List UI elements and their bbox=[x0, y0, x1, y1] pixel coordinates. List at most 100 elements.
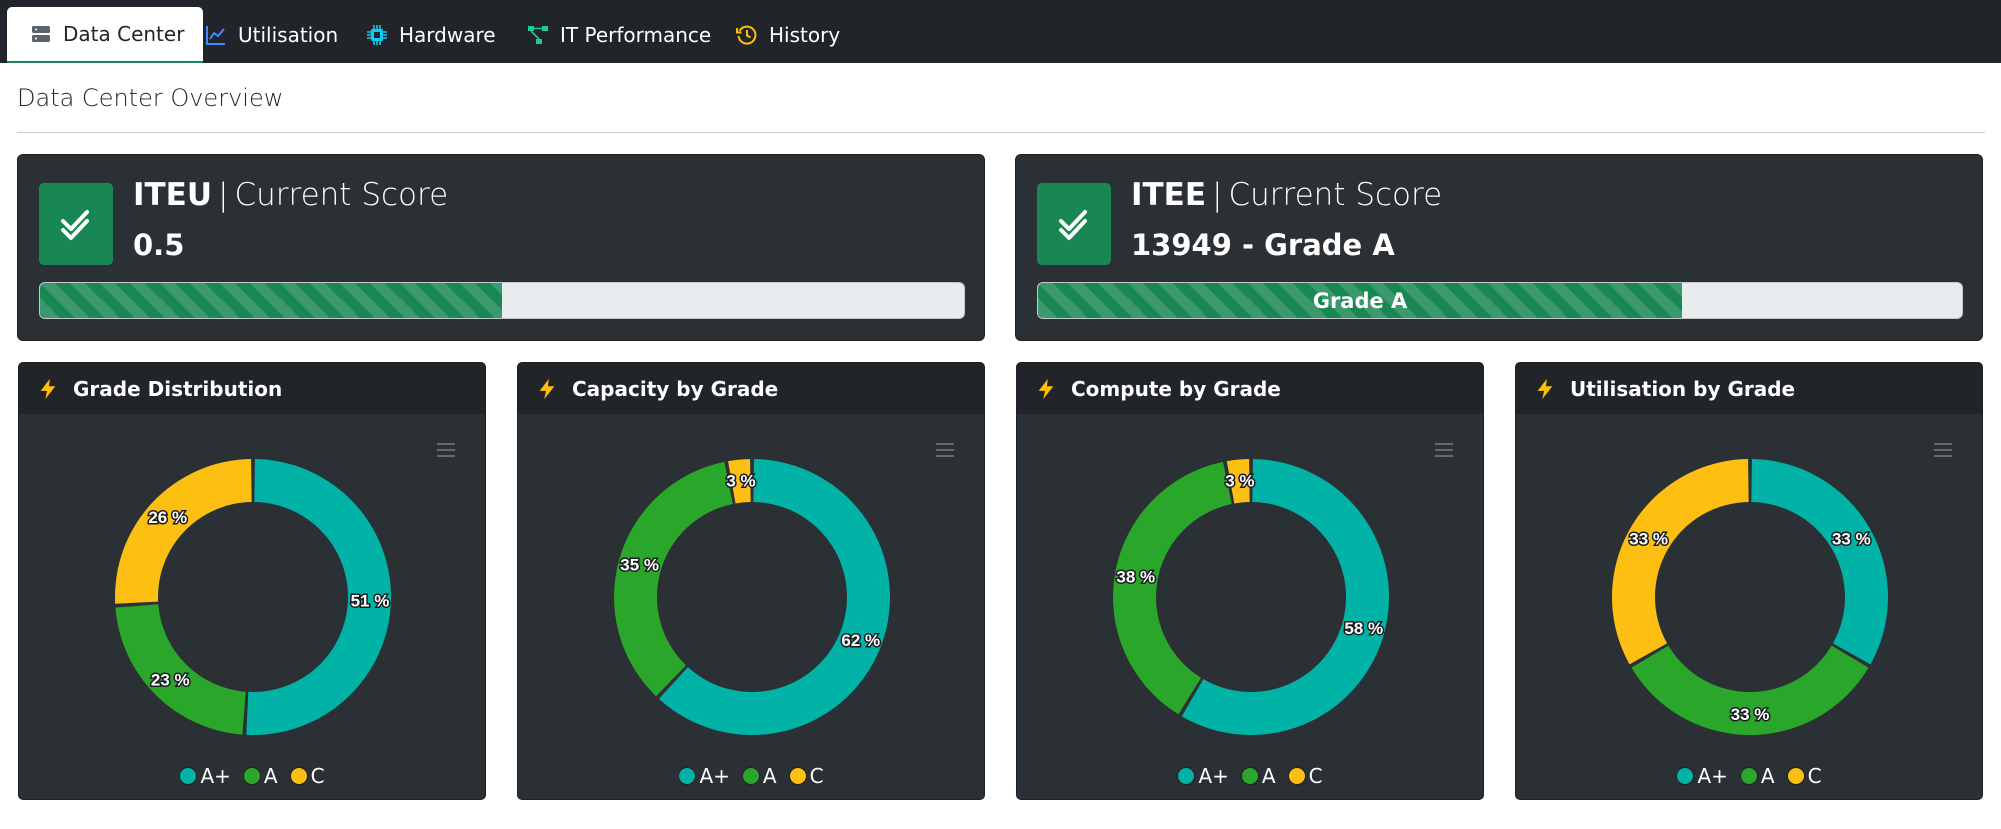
legend-swatch bbox=[1287, 767, 1306, 785]
slice-a-plus[interactable] bbox=[1751, 459, 1888, 665]
lightning-icon bbox=[536, 378, 558, 400]
chart-legend: A+ A C bbox=[1516, 764, 1982, 788]
legend-item[interactable]: A bbox=[242, 764, 278, 788]
legend-item[interactable]: A bbox=[1739, 764, 1775, 788]
score-progress-bar: Grade A bbox=[1037, 282, 1963, 319]
legend-item[interactable]: A+ bbox=[1177, 764, 1229, 788]
donut-svg: 58 % 38 % 3 % bbox=[1113, 459, 1389, 735]
slice-c[interactable] bbox=[1226, 459, 1250, 504]
slice-a[interactable] bbox=[1113, 461, 1232, 715]
chart-header: Utilisation by Grade bbox=[1516, 363, 1982, 414]
slice-data-label: 3 % bbox=[726, 472, 755, 491]
legend-item[interactable]: A+ bbox=[1676, 764, 1728, 788]
utilisation-by-grade-card: Utilisation by Grade 33 % 33 % 33 % A+ A C bbox=[1515, 362, 1983, 800]
diagram-icon bbox=[526, 23, 550, 47]
hamburger-menu-icon[interactable] bbox=[437, 443, 455, 457]
slice-a-plus[interactable] bbox=[1181, 459, 1389, 735]
lightning-icon bbox=[1035, 378, 1057, 400]
legend-swatch bbox=[1177, 767, 1196, 785]
score-title: ITEU | Current Score bbox=[133, 177, 448, 213]
server-icon bbox=[29, 22, 53, 46]
lightning-icon bbox=[37, 378, 59, 400]
score-title: ITEE | Current Score bbox=[1131, 177, 1442, 213]
hamburger-menu-icon[interactable] bbox=[936, 443, 954, 457]
score-progress-bar bbox=[39, 282, 965, 319]
slice-data-label: 23 % bbox=[151, 671, 190, 690]
legend-label: C bbox=[310, 764, 325, 788]
legend-label: A+ bbox=[1697, 764, 1728, 788]
legend-label: A bbox=[1760, 764, 1775, 788]
legend-swatch bbox=[741, 767, 760, 785]
line-chart-icon bbox=[204, 23, 228, 47]
separator: | bbox=[1212, 177, 1223, 213]
legend-item[interactable]: C bbox=[1287, 764, 1323, 788]
legend-label: A bbox=[1261, 764, 1276, 788]
legend-item[interactable]: C bbox=[289, 764, 325, 788]
double-check-icon bbox=[1059, 210, 1087, 240]
tab-label: Data Center bbox=[63, 22, 185, 46]
slice-data-label: 58 % bbox=[1344, 619, 1383, 638]
separator: | bbox=[218, 177, 229, 213]
page-title: Data Center Overview bbox=[17, 84, 284, 112]
legend-item[interactable]: A+ bbox=[678, 764, 730, 788]
legend-swatch bbox=[289, 767, 308, 785]
tab-it-performance[interactable]: IT Performance bbox=[504, 7, 730, 63]
slice-data-label: 33 % bbox=[1629, 530, 1668, 549]
legend-item[interactable]: A bbox=[1240, 764, 1276, 788]
donut-svg: 33 % 33 % 33 % bbox=[1612, 459, 1888, 735]
slice-c[interactable] bbox=[1612, 459, 1749, 665]
legend-label: C bbox=[1807, 764, 1822, 788]
chart-header: Grade Distribution bbox=[19, 363, 485, 414]
metric-name: ITEE bbox=[1131, 177, 1207, 213]
donut-svg: 62 % 35 % 3 % bbox=[614, 459, 890, 735]
slice-a[interactable] bbox=[614, 461, 733, 697]
legend-label: A+ bbox=[1198, 764, 1229, 788]
chart-header: Capacity by Grade bbox=[518, 363, 984, 414]
itee-score-card: ITEE | Current Score 13949 - Grade A Grade… bbox=[1015, 154, 1983, 341]
tab-history[interactable]: History bbox=[713, 7, 859, 63]
check-badge bbox=[1037, 183, 1111, 265]
tab-hardware[interactable]: Hardware bbox=[343, 7, 515, 63]
legend-label: A+ bbox=[699, 764, 730, 788]
slice-c[interactable] bbox=[115, 459, 252, 604]
legend-item[interactable]: C bbox=[1786, 764, 1822, 788]
slice-c[interactable] bbox=[728, 459, 751, 504]
slice-a[interactable] bbox=[1631, 645, 1869, 735]
legend-swatch bbox=[1786, 767, 1805, 785]
legend-item[interactable]: C bbox=[788, 764, 824, 788]
hamburger-menu-icon[interactable] bbox=[1435, 443, 1453, 457]
chart-header: Compute by Grade bbox=[1017, 363, 1483, 414]
chart-legend: A+ A C bbox=[1017, 764, 1483, 788]
capacity-by-grade-card: Capacity by Grade 62 % 35 % 3 % A+ A C bbox=[517, 362, 985, 800]
slice-data-label: 35 % bbox=[620, 555, 659, 574]
check-badge bbox=[39, 183, 113, 265]
tab-data-center[interactable]: Data Center bbox=[7, 7, 204, 63]
tab-label: IT Performance bbox=[560, 23, 712, 47]
metric-name: ITEU bbox=[133, 177, 213, 213]
progress-label: Grade A bbox=[1312, 288, 1408, 313]
donut-chart: 33 % 33 % 33 % bbox=[1600, 447, 1900, 747]
slice-data-label: 38 % bbox=[1116, 568, 1155, 587]
score-value: 0.5 bbox=[133, 228, 185, 262]
tab-utilisation[interactable]: Utilisation bbox=[182, 7, 357, 63]
tab-label: Utilisation bbox=[238, 23, 339, 47]
metric-caption: Current Score bbox=[1228, 177, 1443, 213]
chart-legend: A+ A C bbox=[19, 764, 485, 788]
grade-distribution-card: Grade Distribution 51 % 23 % 26 % A+ A C bbox=[18, 362, 486, 800]
progress-fill bbox=[1038, 283, 1683, 318]
hamburger-menu-icon[interactable] bbox=[1934, 443, 1952, 457]
slice-a-plus[interactable] bbox=[246, 459, 392, 735]
legend-label: C bbox=[1308, 764, 1323, 788]
cpu-icon bbox=[365, 23, 389, 47]
slice-a-plus[interactable] bbox=[658, 459, 890, 735]
legend-item[interactable]: A+ bbox=[179, 764, 231, 788]
history-icon bbox=[735, 23, 759, 47]
score-value: 13949 - Grade A bbox=[1131, 228, 1395, 262]
legend-swatch bbox=[179, 767, 198, 785]
legend-label: A+ bbox=[200, 764, 231, 788]
legend-label: C bbox=[809, 764, 824, 788]
slice-data-label: 26 % bbox=[148, 508, 187, 527]
legend-item[interactable]: A bbox=[741, 764, 777, 788]
slice-data-label: 33 % bbox=[1832, 530, 1871, 549]
slice-a[interactable] bbox=[115, 604, 246, 735]
